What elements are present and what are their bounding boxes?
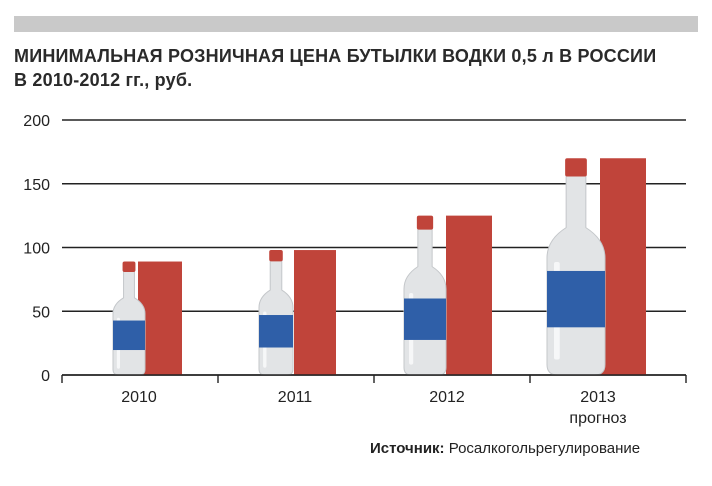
x-tick-label: 2011 [278, 389, 313, 406]
chart-title: МИНИМАЛЬНАЯ РОЗНИЧНАЯ ЦЕНА БУТЫЛКИ ВОДКИ… [14, 44, 674, 92]
bottle-label [113, 320, 145, 351]
bar [600, 158, 646, 375]
x-tick-label: 2013 [580, 389, 616, 406]
bottle-cap [416, 215, 434, 230]
bottle-cap [269, 250, 283, 262]
top-rule [14, 16, 698, 32]
y-tick-label: 0 [41, 368, 50, 385]
bottle-cap [565, 158, 587, 177]
bottle-label [547, 270, 605, 328]
y-tick-label: 50 [32, 304, 50, 321]
y-tick-label: 100 [23, 241, 50, 258]
source-text: Росалкогольрегулирование [448, 440, 641, 457]
x-tick-label: 2012 [429, 389, 465, 406]
bar [446, 215, 492, 375]
bottle-label [259, 315, 293, 348]
y-tick-label: 200 [23, 113, 50, 130]
y-tick-label: 150 [23, 177, 50, 194]
source-label: Источник: [370, 440, 445, 457]
bar [294, 250, 336, 375]
bottle-label [404, 298, 446, 340]
x-tick-label: 2010 [121, 389, 157, 406]
source-note: Источник: Росалкогольрегулирование [370, 440, 640, 457]
title-line-2: В 2010-2012 гг., руб. [14, 70, 193, 90]
bottle-cap [122, 261, 136, 273]
x-tick-sublabel: прогноз [569, 410, 626, 427]
title-line-1: МИНИМАЛЬНАЯ РОЗНИЧНАЯ ЦЕНА БУТЫЛКИ ВОДКИ… [14, 46, 657, 66]
